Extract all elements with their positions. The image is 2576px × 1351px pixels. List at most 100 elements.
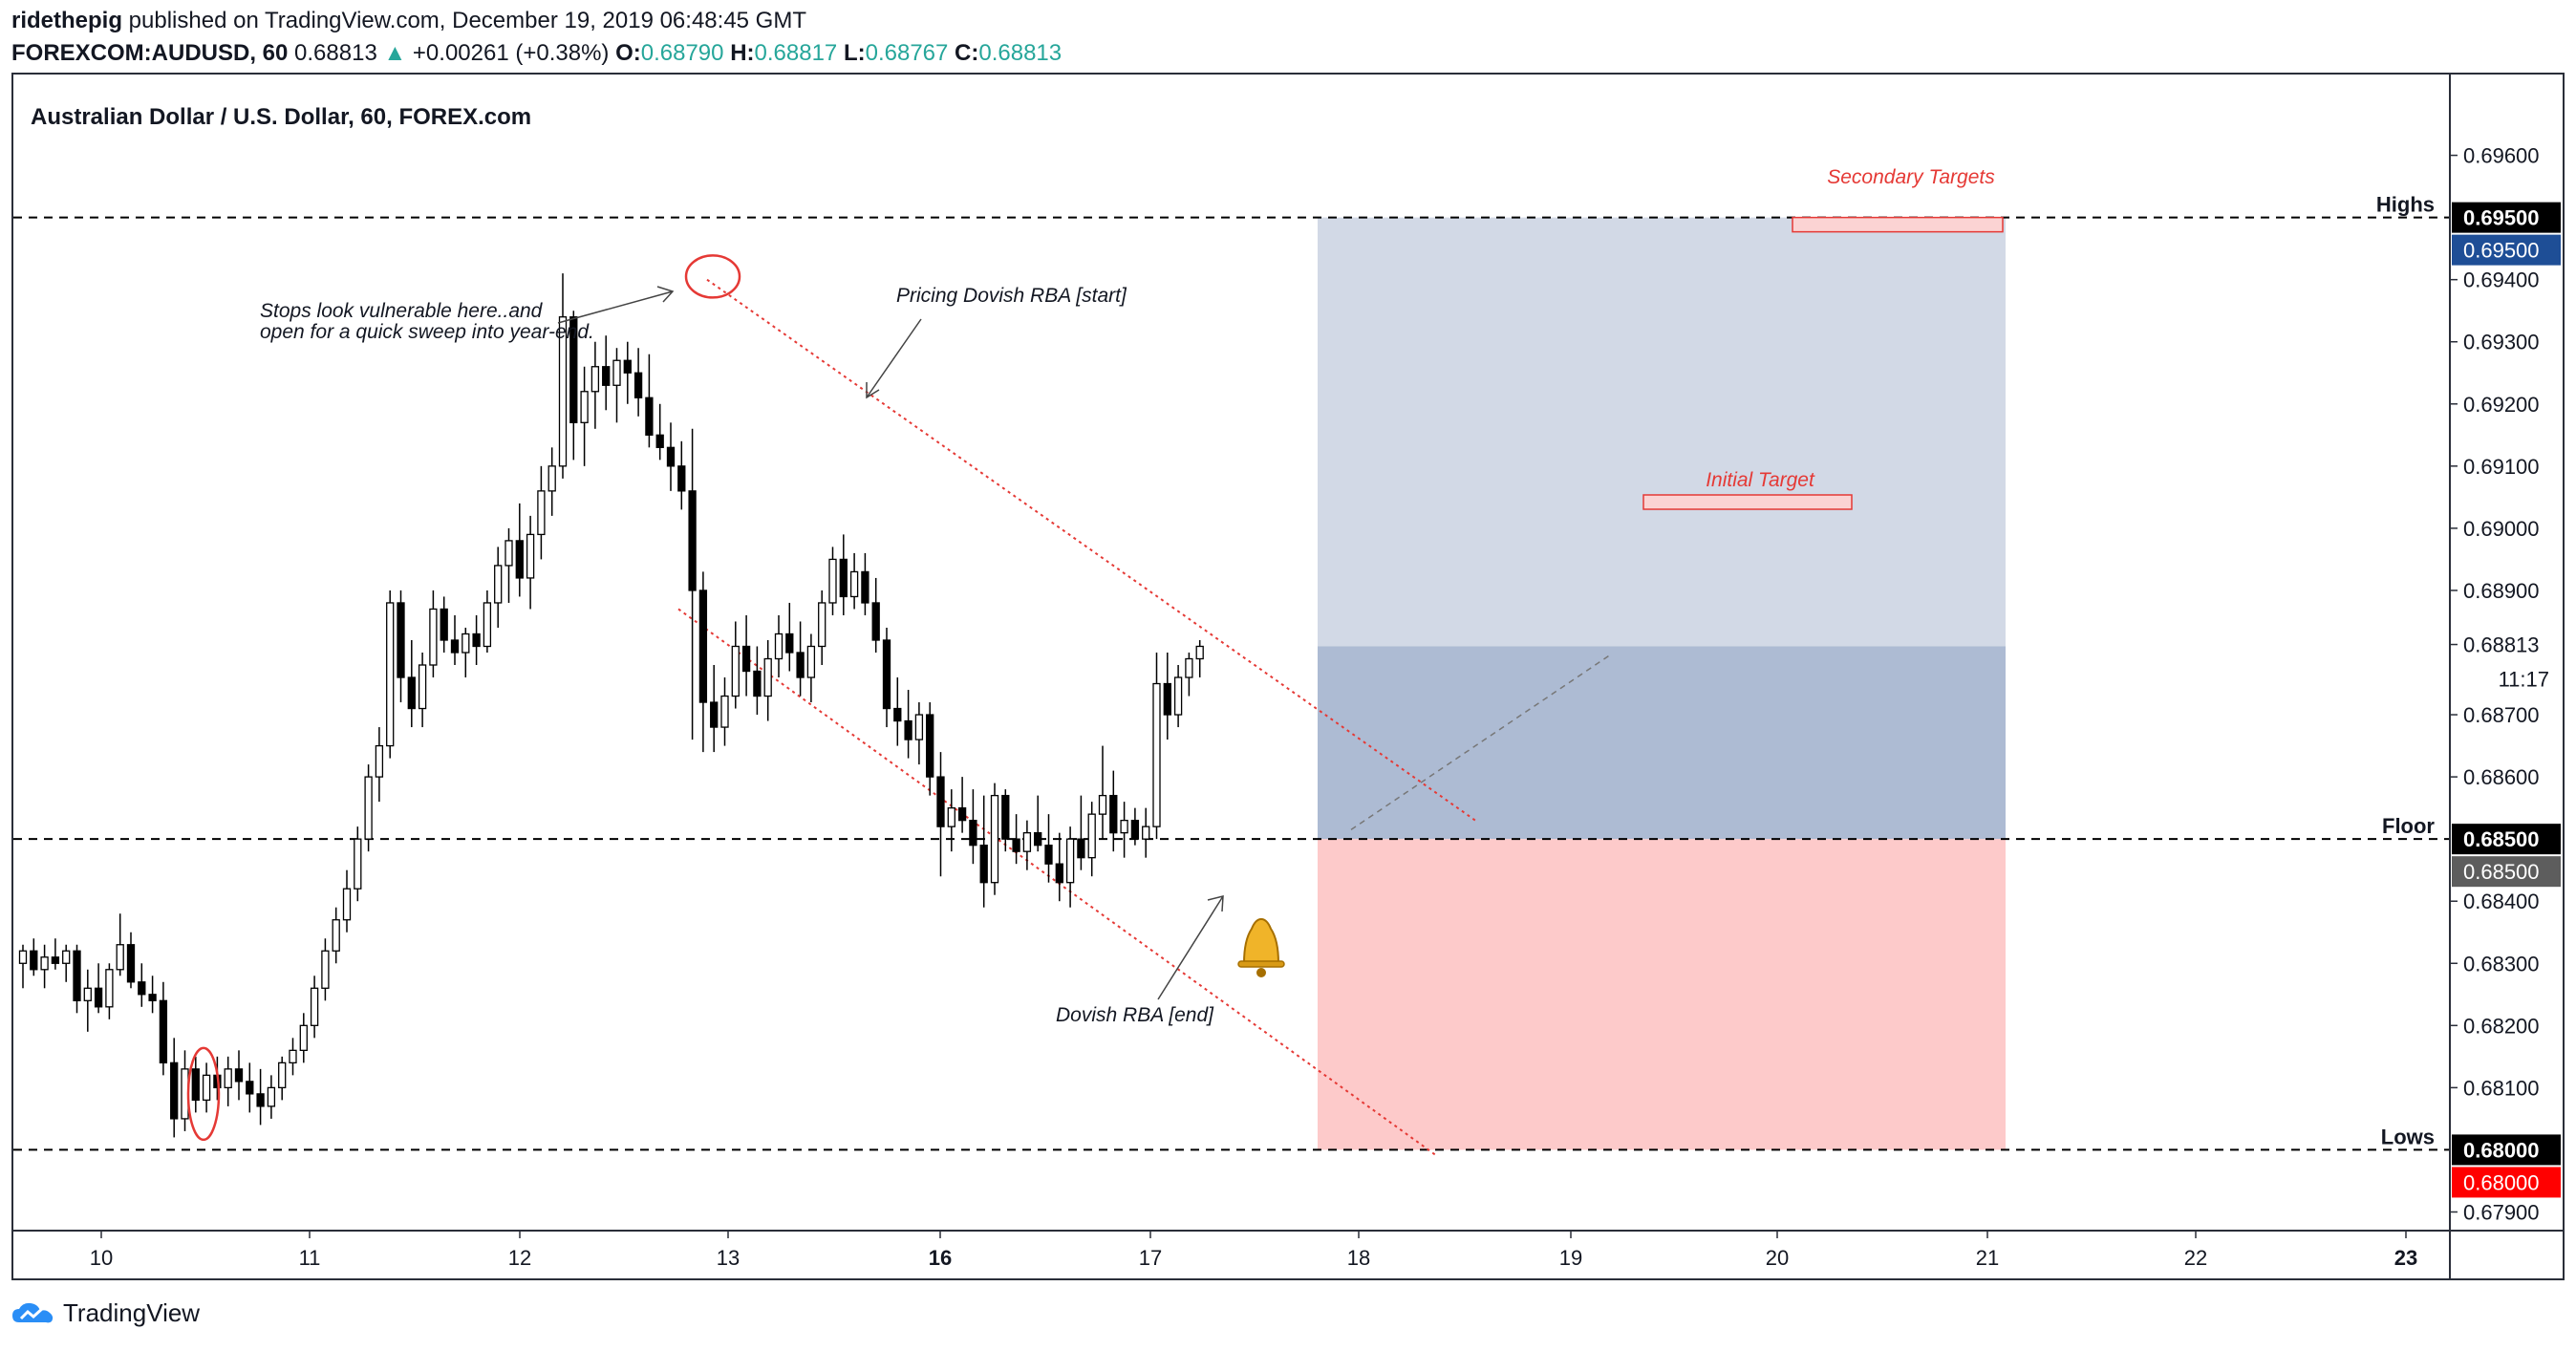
candle-body bbox=[818, 602, 826, 648]
candle bbox=[440, 596, 448, 653]
candle bbox=[62, 944, 71, 982]
candle-body bbox=[957, 806, 967, 822]
candle-body bbox=[494, 565, 503, 604]
candle bbox=[116, 913, 124, 976]
candle bbox=[462, 627, 470, 678]
tradingview-footer[interactable]: TradingView bbox=[11, 1298, 200, 1328]
candles bbox=[18, 273, 1204, 1138]
x-tick-label: 12 bbox=[508, 1246, 531, 1270]
candle bbox=[720, 677, 729, 746]
candle-body bbox=[429, 608, 438, 666]
candle bbox=[526, 515, 535, 610]
chart-frame[interactable]: Highs Floor Lows Stops look vulnerable her… bbox=[11, 73, 2565, 1280]
candle-body bbox=[698, 590, 708, 703]
badge-text: 0.68000 bbox=[2463, 1138, 2540, 1162]
candle-body bbox=[666, 446, 676, 467]
candle bbox=[234, 1050, 244, 1101]
level-name-floor: Floor bbox=[2382, 814, 2435, 838]
y-tick-label: 0.68600 bbox=[2463, 765, 2540, 789]
candle bbox=[73, 944, 81, 1014]
candle-body bbox=[655, 434, 664, 448]
low-label: L: bbox=[843, 40, 866, 66]
candle-body bbox=[990, 794, 999, 884]
level-name-highs: Highs bbox=[2376, 193, 2435, 217]
candle bbox=[407, 639, 416, 728]
price-badge-floor: 0.68500 bbox=[2452, 824, 2561, 855]
candle bbox=[375, 727, 384, 803]
candle-body bbox=[483, 602, 492, 648]
open-value: 0.68790 bbox=[640, 40, 724, 66]
candle-body bbox=[202, 1074, 211, 1102]
candle bbox=[893, 677, 902, 746]
badge-bg bbox=[2452, 856, 2561, 888]
author-name[interactable]: ridethepig bbox=[11, 8, 123, 33]
annotation-arrow bbox=[557, 286, 675, 324]
candle bbox=[774, 614, 784, 678]
x-tick-label: 19 bbox=[1559, 1246, 1582, 1270]
candle-body bbox=[267, 1086, 276, 1107]
candle bbox=[224, 1056, 232, 1106]
change-up-icon: ▲ bbox=[383, 40, 407, 66]
price-chart[interactable]: Highs Floor Lows Stops look vulnerable her… bbox=[13, 75, 2563, 1278]
channel-upper-line bbox=[706, 278, 1476, 822]
candle bbox=[828, 547, 837, 615]
candle bbox=[94, 963, 103, 1014]
candle bbox=[51, 938, 60, 970]
candle bbox=[612, 348, 621, 423]
candle bbox=[191, 1056, 200, 1113]
candle bbox=[1065, 826, 1075, 908]
y-tick-label: 0.69200 bbox=[2463, 393, 2540, 417]
low-value: 0.68767 bbox=[865, 40, 949, 66]
ohlc-line: FOREXCOM:AUDUSD, 60 0.68813 ▲ +0.00261 (… bbox=[11, 40, 1062, 67]
candle-body bbox=[1001, 794, 1010, 840]
candle bbox=[947, 789, 955, 852]
candle-body bbox=[677, 465, 686, 492]
price-badge-2-floor: 0.68500 bbox=[2452, 856, 2561, 888]
candle bbox=[1001, 789, 1010, 852]
candle-body bbox=[462, 633, 470, 654]
candle bbox=[558, 273, 568, 479]
candle-body bbox=[537, 490, 546, 536]
countdown-label: 11:17 bbox=[2499, 668, 2549, 692]
candle-body bbox=[1065, 838, 1075, 884]
candle bbox=[688, 428, 697, 740]
candle-body bbox=[947, 806, 955, 827]
y-tick-label: 0.68200 bbox=[2463, 1014, 2540, 1038]
candle-body bbox=[558, 316, 568, 467]
symbol-label[interactable]: FOREXCOM:AUDUSD, 60 bbox=[11, 40, 289, 66]
candle-body bbox=[785, 633, 794, 654]
high-label: H: bbox=[730, 40, 755, 66]
candle bbox=[882, 627, 891, 728]
candle-body bbox=[332, 919, 340, 952]
candle bbox=[590, 341, 600, 429]
candle bbox=[246, 1062, 254, 1113]
candle bbox=[515, 503, 524, 597]
candle-body bbox=[645, 397, 654, 436]
y-tick-label: 0.69100 bbox=[2463, 455, 2540, 479]
initial-target-box bbox=[1642, 494, 1853, 510]
candle-body bbox=[806, 645, 816, 678]
y-tick-label: 0.69400 bbox=[2463, 268, 2540, 292]
secondary-target-box bbox=[1792, 216, 2004, 233]
x-tick-label: 11 bbox=[299, 1246, 321, 1270]
annotation-text: Pricing Dovish RBA [start] bbox=[896, 285, 1127, 307]
candle bbox=[159, 981, 168, 1076]
candle-body bbox=[720, 695, 729, 728]
candle-body bbox=[234, 1068, 244, 1083]
candle-body bbox=[1120, 819, 1128, 834]
candle-body bbox=[796, 652, 805, 678]
high-sweep-circle bbox=[684, 254, 741, 299]
publish-line: ridethepig published on TradingView.com,… bbox=[11, 8, 806, 34]
candle bbox=[202, 1062, 211, 1113]
candle bbox=[1044, 814, 1053, 883]
x-tick-label: 22 bbox=[2184, 1246, 2207, 1270]
candle-body bbox=[94, 987, 103, 1008]
candle-body bbox=[310, 987, 319, 1026]
initial-target-label: Initial Target bbox=[1706, 469, 1815, 491]
candle bbox=[936, 752, 945, 877]
candle-body bbox=[1130, 819, 1140, 840]
badge-text: 0.68000 bbox=[2463, 1170, 2540, 1194]
candle-body bbox=[633, 372, 643, 398]
y-tick-label: 0.68813 bbox=[2463, 633, 2540, 657]
